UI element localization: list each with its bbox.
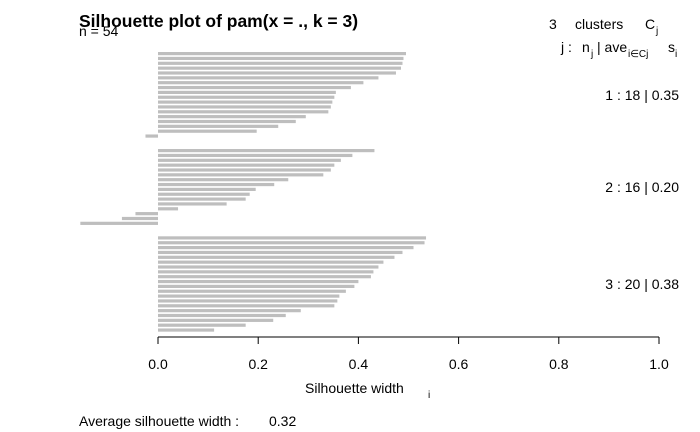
silhouette-bar: [158, 105, 331, 109]
footer-label: Average silhouette width :: [79, 413, 239, 429]
silhouette-bar: [158, 100, 333, 104]
silhouette-bar: [145, 134, 158, 138]
silhouette-bar: [158, 178, 289, 182]
silhouette-bar: [158, 250, 403, 255]
silhouette-bar: [158, 304, 335, 308]
silhouette-bar: [158, 275, 371, 279]
x-axis-title: Silhouette width: [305, 380, 404, 396]
silhouette-bar: [158, 168, 331, 172]
x-tick-label: 0.4: [349, 356, 369, 372]
cluster-summary-label: 2 : 16 | 0.20: [605, 179, 679, 195]
silhouette-bar: [158, 270, 374, 274]
silhouette-bar: [158, 90, 336, 94]
silhouette-bar: [158, 153, 353, 158]
silhouette-bar: [158, 289, 346, 293]
silhouette-bar: [158, 279, 359, 284]
silhouette-bar: [158, 197, 246, 201]
silhouette-bar: [158, 246, 414, 250]
bars-group: [80, 52, 427, 332]
silhouette-bar: [158, 323, 246, 327]
x-tick-label: 0.0: [148, 356, 168, 372]
header-ave-sub: i∈Cj: [628, 49, 648, 60]
header-C: C: [645, 16, 655, 32]
silhouette-bar: [80, 221, 158, 225]
header-n: n: [582, 39, 590, 55]
silhouette-bar: [158, 85, 351, 90]
x-tick-label: 0.2: [248, 356, 268, 372]
silhouette-bar: [158, 52, 406, 56]
header-clusters-word: clusters: [575, 16, 623, 32]
silhouette-bar: [158, 149, 375, 153]
silhouette-bar: [158, 61, 403, 65]
silhouette-bar: [158, 119, 296, 124]
silhouette-bar: [158, 309, 301, 313]
silhouette-bar: [158, 241, 425, 245]
x-tick-label: 1.0: [649, 356, 669, 372]
silhouette-bar: [158, 182, 275, 187]
silhouette-bar: [135, 212, 158, 216]
silhouette-bar: [158, 313, 286, 318]
silhouette-bar: [158, 115, 306, 119]
silhouette-bar: [158, 163, 335, 167]
header-s-sub: i: [675, 49, 677, 60]
cluster-labels-group: 1 : 18 | 0.35 2 : 16 | 0.20 3 : 20 | 0.38: [605, 87, 679, 292]
x-axis-title-sub: i: [428, 390, 430, 401]
silhouette-bar: [158, 129, 257, 133]
x-tick-label: 0.6: [449, 356, 469, 372]
silhouette-bar: [158, 236, 427, 240]
silhouette-bar: [158, 207, 179, 211]
silhouette-bar: [158, 192, 250, 196]
silhouette-bar: [158, 255, 395, 259]
silhouette-bar: [158, 299, 338, 303]
silhouette-bar: [158, 202, 227, 206]
footer-value: 0.32: [269, 413, 296, 429]
header-s: s: [668, 39, 675, 55]
silhouette-bar: [158, 265, 379, 269]
silhouette-bar: [158, 124, 279, 128]
silhouette-bar: [158, 187, 256, 191]
chart-title: Silhouette plot of pam(x = ., k = 3): [79, 11, 358, 31]
silhouette-bar: [158, 284, 355, 288]
cluster-summary-label: 3 : 20 | 0.38: [605, 276, 679, 292]
n-label: n = 54: [79, 23, 119, 39]
header-j: j :: [560, 39, 572, 55]
silhouette-bar: [158, 260, 384, 264]
cluster-header: 3 clusters C j j : n j | ave i∈Cj s i: [549, 16, 677, 60]
silhouette-bar: [158, 76, 379, 80]
header-C-sub: j: [655, 26, 658, 37]
silhouette-bar: [158, 66, 401, 70]
silhouette-bar: [158, 318, 274, 322]
header-n-sub: j: [590, 49, 593, 60]
silhouette-bar: [158, 110, 329, 114]
silhouette-bar: [158, 294, 340, 298]
silhouette-bar: [158, 71, 396, 75]
x-tick-label: 0.8: [549, 356, 569, 372]
silhouette-bar: [158, 173, 324, 177]
silhouette-bar: [158, 56, 404, 61]
cluster-summary-label: 1 : 18 | 0.35: [605, 87, 679, 103]
header-cluster-count: 3: [549, 16, 557, 32]
silhouette-bar: [158, 81, 364, 85]
x-axis-ticks: 0.0 0.2 0.4 0.6 0.8 1.0: [148, 337, 669, 372]
silhouette-bar: [121, 216, 158, 221]
silhouette-bar: [158, 328, 215, 332]
silhouette-bar: [158, 158, 341, 162]
header-ave: | ave: [597, 39, 627, 55]
silhouette-bar: [158, 95, 335, 99]
